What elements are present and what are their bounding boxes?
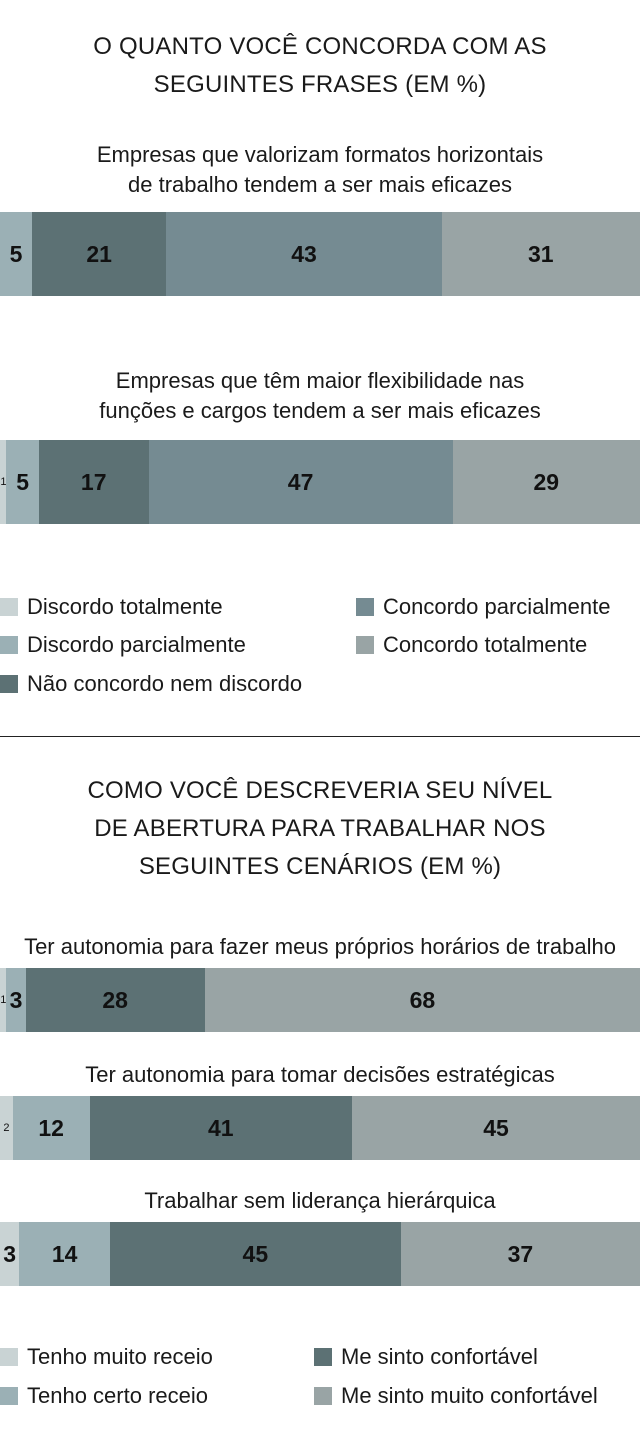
legend-item: Concordo parcialmente — [356, 594, 610, 620]
question-label: Trabalhar sem liderança hierárquica — [0, 1186, 640, 1216]
section2-title-line: COMO VOCÊ DESCREVERIA SEU NÍVEL — [87, 777, 553, 804]
bar-segment-me-sinto-muito-confort-vel: 45 — [352, 1096, 640, 1160]
legend-label: Concordo totalmente — [383, 632, 588, 657]
legend-swatch — [356, 598, 374, 616]
bar-value-label: 17 — [80, 468, 107, 495]
bar-value-label: 41 — [207, 1114, 234, 1141]
legend-swatch — [0, 1348, 18, 1366]
bar-segment-concordo-parcialmente: 43 — [166, 212, 442, 296]
legend-label: Discordo totalmente — [27, 594, 223, 619]
stacked-bar: 1 3 28 68 — [0, 968, 640, 1032]
section1-title-line: SEGUINTES FRASES (EM %) — [153, 71, 487, 98]
legend-item: Me sinto confortável — [314, 1344, 538, 1370]
bar-value-label: 68 — [409, 986, 436, 1013]
question-label: Ter autonomia para tomar decisões estrat… — [0, 1060, 640, 1090]
bar-value-label: 3 — [9, 986, 23, 1013]
question-label-line: Ter autonomia para fazer meus próprios h… — [24, 934, 616, 959]
bar-segment-discordo-parcialmente: 5 — [6, 440, 39, 524]
section2-title-line: SEGUINTES CENÁRIOS (EM %) — [138, 853, 502, 880]
question-label: Empresas que têm maior flexibilidade nas… — [0, 366, 640, 426]
bar-value-label: 45 — [483, 1114, 509, 1141]
stacked-bar: 2 12 41 45 — [0, 1096, 640, 1160]
bar-segment-concordo-totalmente: 29 — [452, 440, 640, 524]
legend-item: Discordo parcialmente — [0, 632, 246, 658]
bar-value-label: 14 — [51, 1240, 78, 1267]
legend-label: Tenho muito receio — [27, 1344, 213, 1369]
question-label-line: funções e cargos tendem a ser mais efica… — [99, 398, 541, 423]
section1-title: O QUANTO VOCÊ CONCORDA COM AS SEGUINTES F… — [0, 28, 640, 104]
legend-item: Me sinto muito confortável — [314, 1383, 598, 1409]
bar-segment-tenho-muito-receio: 3 — [0, 1222, 20, 1286]
bar-segment-discordo-totalmente: 1 — [0, 440, 7, 524]
legend-swatch — [0, 675, 18, 693]
legend-item: Tenho certo receio — [0, 1383, 208, 1409]
bar-segment-tenho-certo-receio: 12 — [12, 1096, 90, 1160]
bar-value-label: 1 — [0, 476, 7, 488]
bar-segment-me-sinto-confort-vel: 41 — [89, 1096, 352, 1160]
bar-value-label: 29 — [533, 468, 560, 495]
legend-item: Concordo totalmente — [356, 632, 587, 658]
bar-value-label: 5 — [16, 468, 29, 495]
bar-value-label: 28 — [102, 986, 128, 1013]
bar-segment-tenho-muito-receio: 2 — [0, 1096, 13, 1160]
stacked-bar: 1 5 17 47 29 — [0, 440, 640, 524]
legend-label: Discordo parcialmente — [27, 632, 246, 657]
question-label-line: Empresas que têm maior flexibilidade nas — [115, 368, 525, 393]
legend-label: Não concordo nem discordo — [27, 671, 303, 696]
bar-value-label: 47 — [287, 468, 314, 495]
legend-label: Me sinto confortável — [341, 1344, 538, 1369]
question-label: Empresas que valorizam formatos horizont… — [0, 140, 640, 200]
bar-segment-me-sinto-muito-confort-vel: 37 — [400, 1222, 640, 1286]
stacked-bar: 3 14 45 37 — [0, 1222, 640, 1286]
legend-swatch — [356, 636, 374, 654]
bar-segment-tenho-muito-receio: 1 — [0, 968, 7, 1032]
bar-value-label: 21 — [86, 240, 112, 267]
bar-segment-discordo-parcialmente: 5 — [0, 212, 32, 296]
legend-swatch — [0, 1387, 18, 1405]
legend-item: Tenho muito receio — [0, 1344, 213, 1370]
question-label-line: de trabalho tendem a ser mais eficazes — [128, 172, 512, 197]
bar-value-label: 3 — [3, 1240, 17, 1267]
legend-label: Me sinto muito confortável — [341, 1383, 598, 1408]
bar-value-label: 1 — [0, 994, 7, 1006]
question-label: Ter autonomia para fazer meus próprios h… — [0, 932, 640, 962]
bar-segment-tenho-certo-receio: 14 — [19, 1222, 110, 1286]
bar-value-label: 5 — [9, 240, 23, 267]
question-label-line: Empresas que valorizam formatos horizont… — [96, 142, 544, 167]
bar-segment-n-o-concordo-nem-discordo: 21 — [32, 212, 167, 296]
bar-value-label: 45 — [242, 1240, 269, 1267]
question-label-line: Ter autonomia para tomar decisões estrat… — [85, 1062, 555, 1087]
bar-segment-tenho-certo-receio: 3 — [6, 968, 26, 1032]
legend-label: Tenho certo receio — [27, 1383, 208, 1408]
section-divider — [0, 736, 640, 737]
bar-value-label: 37 — [507, 1240, 534, 1267]
bar-value-label: 31 — [527, 240, 554, 267]
bar-segment-me-sinto-confort-vel: 45 — [109, 1222, 401, 1286]
bar-segment-me-sinto-confort-vel: 28 — [25, 968, 205, 1032]
section2-title: COMO VOCÊ DESCREVERIA SEU NÍVEL DE ABERTU… — [0, 772, 640, 886]
section2-title-line: DE ABERTURA PARA TRABALHAR NOS — [94, 815, 546, 842]
bar-segment-concordo-totalmente: 31 — [441, 212, 640, 296]
bar-value-label: 12 — [38, 1114, 64, 1141]
legend-swatch — [0, 598, 18, 616]
bar-segment-concordo-parcialmente: 47 — [148, 440, 453, 524]
bar-value-label: 43 — [291, 240, 317, 267]
legend-item: Não concordo nem discordo — [0, 671, 302, 697]
question-label-line: Trabalhar sem liderança hierárquica — [144, 1188, 496, 1213]
legend-label: Concordo parcialmente — [383, 594, 611, 619]
bar-value-label: 2 — [3, 1122, 10, 1134]
legend-swatch — [314, 1348, 332, 1366]
section1-title-line: O QUANTO VOCÊ CONCORDA COM AS — [93, 33, 547, 60]
bar-segment-n-o-concordo-nem-discordo: 17 — [38, 440, 149, 524]
legend-swatch — [0, 636, 18, 654]
legend-swatch — [314, 1387, 332, 1405]
bar-segment-me-sinto-muito-confort-vel: 68 — [204, 968, 640, 1032]
stacked-bar: 5 21 43 31 — [0, 212, 640, 296]
legend-item: Discordo totalmente — [0, 594, 223, 620]
